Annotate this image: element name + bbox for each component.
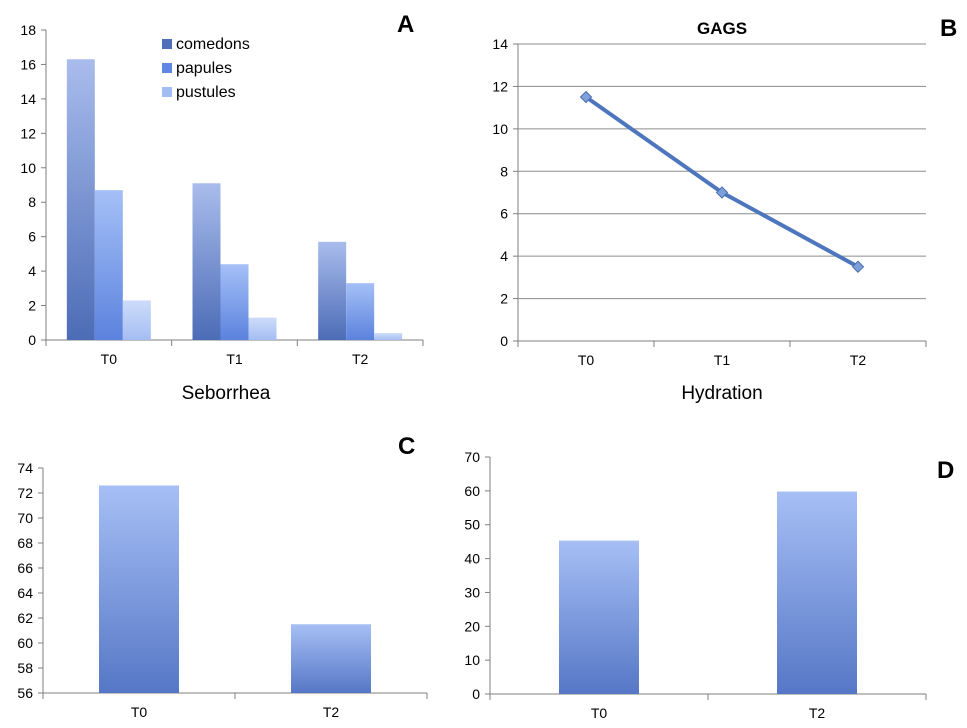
panel-c-title: Seborrhea <box>182 383 271 404</box>
panel-d-letter: D <box>937 457 954 484</box>
panel-a-y-tick-label: 10 <box>20 160 36 176</box>
panel-a-bar-comedons-T1 <box>192 183 221 340</box>
panel-a-y-tick-label: 12 <box>20 125 36 141</box>
panel-a-y-tick-label: 18 <box>20 22 36 38</box>
panel-b-x-tick-label: T2 <box>850 352 867 368</box>
panel-c-bar-T2 <box>291 624 371 693</box>
panel-a-y-tick-label: 14 <box>20 91 36 107</box>
panel-b-y-tick-label: 12 <box>492 78 508 94</box>
panel-b-x-tick-label: T1 <box>714 352 731 368</box>
panel-d-y-tick-label: 50 <box>464 517 480 533</box>
panel-a-bar-pustules-T1 <box>248 317 277 340</box>
panel-c-y-tick-label: 56 <box>17 685 33 701</box>
panel-b-y-tick-label: 4 <box>500 248 508 264</box>
panel-b-point-T0 <box>579 90 593 104</box>
panel-c-chart: 56 58 60 62 64 66 68 70 72 74 T0 T2 C <box>17 433 428 720</box>
panel-b-y-tick-label: 8 <box>500 163 508 179</box>
panel-b-series-line <box>584 95 859 269</box>
panel-a-y-tick-label: 6 <box>28 229 36 245</box>
legend-label-comedons: comedons <box>176 36 250 53</box>
panel-c-y-tick-label: 74 <box>17 460 33 476</box>
panel-c-y-tick-label: 70 <box>17 510 33 526</box>
panel-c-y-tick-label: 66 <box>17 560 33 576</box>
panel-b-point-T2 <box>851 260 865 273</box>
panel-c-y-tick-label: 60 <box>17 635 33 651</box>
panel-b-letter: B <box>940 15 957 42</box>
panel-a-bar-papules-T0 <box>94 190 123 340</box>
panel-b-title: GAGS <box>697 19 747 38</box>
panel-d-bar-T2 <box>777 491 857 694</box>
panel-c-bar-T0 <box>99 485 179 693</box>
legend-label-pustules: pustules <box>176 84 236 101</box>
panel-c-y-tick-label: 64 <box>17 585 33 601</box>
panel-c-y-tick-label: 68 <box>17 535 33 551</box>
panel-a-y-tick-label: 2 <box>28 298 36 314</box>
panel-a-legend: comedons papules pustules <box>162 36 250 101</box>
panel-a-bar-comedons-T0 <box>66 59 95 341</box>
panel-c-x-tick-label: T2 <box>323 704 340 720</box>
panel-a-x-tick-label: T2 <box>352 351 369 367</box>
panel-b-chart: GAGS 0 2 4 6 8 10 12 14 T0 T1 T2 B <box>492 15 957 368</box>
panel-b-y-tick-label: 0 <box>500 333 508 349</box>
panel-b-y-tick-label: 6 <box>500 206 508 222</box>
panel-d-y-tick-label: 40 <box>464 551 480 567</box>
panel-d-y-tick-label: 20 <box>464 618 480 634</box>
panel-d-y-tick-label: 0 <box>472 686 480 702</box>
panel-b-y-tick-label: 2 <box>500 291 508 307</box>
panel-d-y-tick-label: 70 <box>464 449 480 465</box>
panel-d-x-tick-label: T0 <box>591 705 608 721</box>
panel-d-y-tick-label: 10 <box>464 652 480 668</box>
panel-d-bar-T0 <box>559 540 639 694</box>
panel-a-x-tick-label: T1 <box>226 351 243 367</box>
panel-a-y-tick-label: 16 <box>20 56 36 72</box>
panel-c-y-tick-label: 62 <box>17 610 33 626</box>
panel-a-letter: A <box>397 11 414 38</box>
panel-a-x-tick-label: T0 <box>101 351 118 367</box>
legend-swatch-comedons <box>162 39 172 49</box>
panel-d-y-tick-label: 60 <box>464 483 480 499</box>
legend-swatch-pustules <box>162 87 172 97</box>
panel-a-bar-comedons-T2 <box>318 241 347 340</box>
panel-c-x-tick-label: T0 <box>131 704 148 720</box>
panel-a-y-tick-label: 4 <box>28 263 36 279</box>
legend-swatch-papules <box>162 63 172 73</box>
legend-label-papules: papules <box>176 60 232 77</box>
panel-d-title: Hydration <box>681 383 762 404</box>
panel-b-y-tick-label: 14 <box>492 36 508 52</box>
panel-c-letter: C <box>398 433 415 460</box>
panel-a-bar-pustules-T0 <box>122 300 151 340</box>
panel-b-point-T1 <box>715 186 729 199</box>
panel-d-y-tick-label: 30 <box>464 584 480 600</box>
panel-a-y-tick-label: 8 <box>28 194 36 210</box>
panel-d-chart: 0 10 20 30 40 50 60 70 T0 T2 D <box>464 449 954 721</box>
panel-a-bar-papules-T1 <box>220 264 249 340</box>
panel-a-y-tick-label: 0 <box>28 332 36 348</box>
panel-a-bar-pustules-T2 <box>374 333 403 340</box>
panel-c-y-tick-label: 72 <box>17 485 33 501</box>
panel-d-x-tick-label: T2 <box>809 705 826 721</box>
panel-a-bar-papules-T2 <box>346 283 375 340</box>
panel-b-y-tick-label: 10 <box>492 121 508 137</box>
panel-c-y-tick-label: 58 <box>17 660 33 676</box>
panel-b-x-tick-label: T0 <box>578 352 595 368</box>
panel-a-chart: 0 2 4 6 8 10 12 14 16 18 T0 T1 T2 comedons papules pus… <box>20 11 424 367</box>
